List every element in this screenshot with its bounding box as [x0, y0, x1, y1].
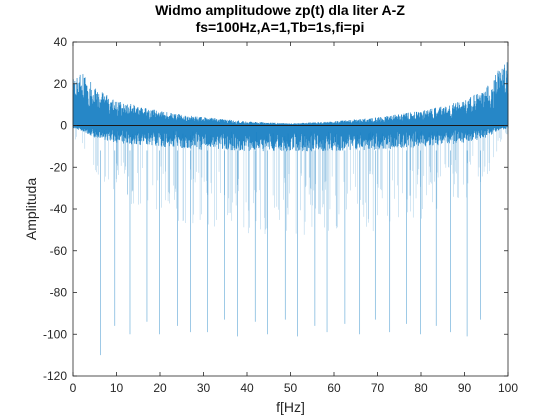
- y-tick-label--20: -20: [50, 160, 68, 174]
- y-tick-label--120: -120: [43, 369, 67, 383]
- x-tick-label-70: 70: [371, 381, 385, 395]
- y-tick-label--100: -100: [43, 327, 67, 341]
- x-tick-label-30: 30: [197, 381, 211, 395]
- x-tick-label-40: 40: [240, 381, 254, 395]
- y-tick-label--40: -40: [50, 202, 68, 216]
- y-tick-label-40: 40: [54, 35, 68, 49]
- x-tick-label-60: 60: [327, 381, 341, 395]
- y-tick-label--60: -60: [50, 244, 68, 258]
- x-tick-label-100: 100: [498, 381, 518, 395]
- x-tick-label-0: 0: [70, 381, 77, 395]
- x-tick-label-80: 80: [414, 381, 428, 395]
- y-tick-label--80: -80: [50, 286, 68, 300]
- x-axis-label: f[Hz]: [276, 399, 305, 415]
- x-tick-label-90: 90: [458, 381, 472, 395]
- x-tick-label-20: 20: [153, 381, 167, 395]
- chart-title: Widmo amplitudowe zp(t) dla liter A-Z: [155, 2, 405, 18]
- y-tick-label-20: 20: [54, 77, 68, 91]
- x-tick-label-50: 50: [284, 381, 298, 395]
- y-tick-label-0: 0: [60, 119, 67, 133]
- y-axis-label: Amplituda: [23, 178, 39, 240]
- x-tick-label-10: 10: [110, 381, 124, 395]
- plot-background: [73, 42, 508, 376]
- spectrum-faint-stems: [75, 126, 508, 235]
- chart-subtitle: fs=100Hz,A=1,Tb=1s,fi=pi: [195, 19, 365, 35]
